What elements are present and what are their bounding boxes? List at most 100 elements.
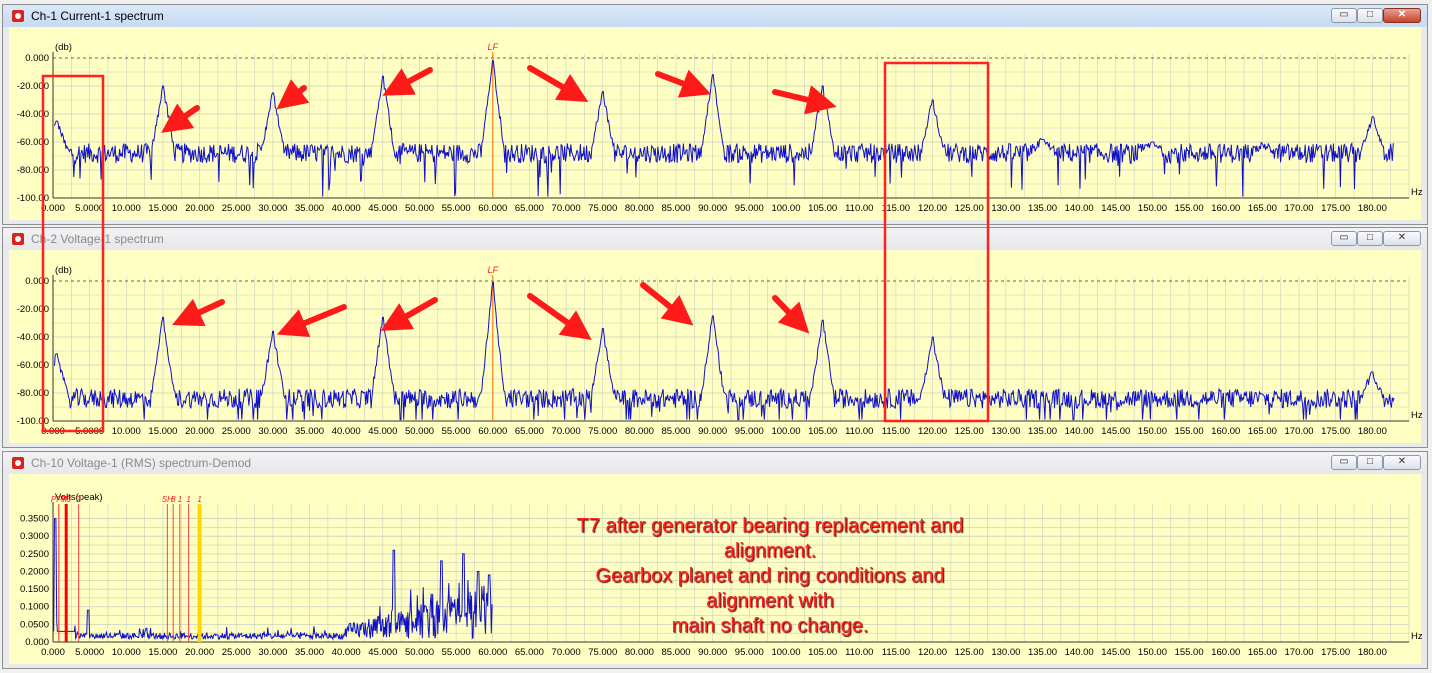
- close-button[interactable]: ✕: [1383, 231, 1421, 246]
- x-tick-label: 180.00: [1358, 203, 1387, 214]
- y-axis-label: Volts(peak): [55, 492, 103, 503]
- window-title: Ch-2 Voltage-1 spectrum: [31, 232, 164, 246]
- app-icon[interactable]: [12, 457, 24, 469]
- spectrum-trace: [54, 281, 1395, 421]
- x-tick-label: 175.00: [1321, 426, 1350, 437]
- x-tick-label: 145.00: [1101, 647, 1130, 658]
- close-button[interactable]: ✕: [1383, 455, 1421, 470]
- x-tick-label: 160.00: [1211, 647, 1240, 658]
- ch10-plot-area[interactable]: 0.3500 0.3000 0.2500 0.2000 0.1500 0.1000 0.05…: [9, 474, 1423, 666]
- y-tick-label: 0.000: [25, 53, 49, 64]
- x-tick-label: 130.00: [991, 647, 1020, 658]
- ch1-titlebar[interactable]: Ch-1 Current-1 spectrum ▭ □ ✕: [3, 5, 1427, 27]
- x-tick-label: 155.00: [1175, 426, 1204, 437]
- x-tick-label: 45.000: [368, 426, 397, 437]
- x-tick-label: 120.00: [918, 203, 947, 214]
- x-tick-label: 120.00: [918, 426, 947, 437]
- x-tick-label: 85.000: [661, 203, 690, 214]
- minimize-button[interactable]: ▭: [1331, 231, 1357, 246]
- spectrum-trace: [54, 60, 1394, 197]
- x-tick-label: 115.00: [882, 647, 910, 658]
- x-tick-label: 95.000: [735, 203, 764, 214]
- x-tick-label: 60.000: [478, 647, 507, 658]
- ch10-titlebar[interactable]: Ch-10 Voltage-1 (RMS) spectrum-Demod ▭ □…: [3, 452, 1427, 474]
- x-tick-label: 75.000: [588, 647, 617, 658]
- ch10-demod-chart[interactable]: 0.3500 0.3000 0.2500 0.2000 0.1500 0.1000 0.05…: [9, 474, 1423, 666]
- x-tick-label: 125.00: [955, 203, 984, 214]
- y-tick-label: -80.000: [17, 388, 49, 399]
- ch1-plot-area[interactable]: 0.000 -20.000 -40.000 -60.000 -80.000 -100.00…: [9, 27, 1423, 222]
- ch1-window[interactable]: Ch-1 Current-1 spectrum ▭ □ ✕ 0.000 -20.0…: [2, 4, 1428, 225]
- x-tick-label: 165.00: [1248, 426, 1277, 437]
- x-tick-label: 0.000: [41, 647, 65, 658]
- y-tick-label: -100.00: [17, 193, 49, 204]
- x-tick-label: 110.00: [845, 203, 873, 214]
- x-tick-label: 120.00: [918, 647, 947, 658]
- x-tick-label: 160.00: [1211, 426, 1240, 437]
- y-axis-label: (db): [55, 265, 72, 276]
- x-tick-label: 10.000: [112, 426, 141, 437]
- x-tick-label: 175.00: [1321, 203, 1350, 214]
- x-tick-label: 70.000: [552, 426, 581, 437]
- x-tick-label: 80.000: [625, 647, 654, 658]
- x-tick-label: 0.000: [41, 426, 65, 437]
- x-tick-label: 60.000: [478, 203, 507, 214]
- x-tick-label: 170.00: [1285, 426, 1314, 437]
- minimize-button[interactable]: ▭: [1331, 8, 1357, 23]
- x-tick-label: 135.00: [1028, 203, 1057, 214]
- x-tick-label: 135.00: [1028, 647, 1057, 658]
- x-tick-label: 130.00: [991, 203, 1020, 214]
- ch2-spectrum-chart[interactable]: 0.000 -20.000 -40.000 -60.000 -80.000 -100.00…: [9, 250, 1423, 445]
- x-tick-label: 110.00: [845, 647, 873, 658]
- x-tick-label: 130.00: [991, 426, 1020, 437]
- harmonic-marker-label: 2: [75, 495, 81, 504]
- close-button[interactable]: ✕: [1383, 8, 1421, 23]
- x-tick-label: 100.00: [771, 647, 800, 658]
- x-tick-label: 105.00: [808, 203, 837, 214]
- x-tick-label: 180.00: [1358, 426, 1387, 437]
- maximize-button[interactable]: □: [1357, 8, 1383, 23]
- x-tick-label: 100.00: [771, 426, 800, 437]
- ch2-plot-area[interactable]: 0.000 -20.000 -40.000 -60.000 -80.000 -100.00…: [9, 250, 1423, 445]
- ch1-spectrum-chart[interactable]: 0.000 -20.000 -40.000 -60.000 -80.000 -100.00…: [9, 27, 1423, 222]
- y-tick-label: -60.000: [17, 137, 49, 148]
- x-tick-label: 135.00: [1028, 426, 1057, 437]
- maximize-button[interactable]: □: [1357, 231, 1383, 246]
- y-tick-label: -100.00: [17, 416, 49, 427]
- x-tick-label: 90.000: [698, 426, 727, 437]
- y-tick-label: 0.000: [25, 637, 49, 648]
- x-tick-label: 75.000: [588, 426, 617, 437]
- x-tick-label: 5.0000: [75, 647, 104, 658]
- x-tick-label: 140.00: [1065, 647, 1094, 658]
- x-tick-label: 155.00: [1175, 647, 1204, 658]
- maximize-button[interactable]: □: [1357, 455, 1383, 470]
- x-tick-label: 45.000: [368, 203, 397, 214]
- x-tick-label: 20.000: [185, 426, 214, 437]
- ch10-window[interactable]: Ch-10 Voltage-1 (RMS) spectrum-Demod ▭ □…: [2, 451, 1428, 669]
- x-tick-label: 150.00: [1138, 426, 1167, 437]
- x-tick-label: 105.00: [808, 426, 837, 437]
- x-tick-label: 20.000: [185, 203, 214, 214]
- x-tick-label: 115.00: [882, 426, 910, 437]
- x-tick-label: 140.00: [1065, 203, 1094, 214]
- x-tick-label: 65.000: [515, 647, 544, 658]
- x-tick-label: 65.000: [515, 426, 544, 437]
- annotation-note: T7 after generator bearing replacement a…: [576, 515, 964, 637]
- app-icon[interactable]: [12, 10, 24, 22]
- x-tick-label: 75.000: [588, 203, 617, 214]
- x-tick-label: 165.00: [1248, 647, 1277, 658]
- harmonic-marker-label: SH: [162, 495, 173, 504]
- y-tick-label: -20.000: [17, 81, 49, 92]
- y-tick-label: -80.000: [17, 165, 49, 176]
- x-tick-label: 150.00: [1138, 647, 1167, 658]
- ch2-titlebar[interactable]: Ch-2 Voltage-1 spectrum ▭ □ ✕: [3, 228, 1427, 250]
- x-tick-label: 10.000: [112, 203, 141, 214]
- y-tick-label: 0.1500: [20, 584, 49, 595]
- y-tick-label: -40.000: [17, 332, 49, 343]
- x-tick-label: 35.000: [295, 203, 324, 214]
- app-icon[interactable]: [12, 233, 24, 245]
- x-tick-label: 5.0000: [75, 203, 104, 214]
- harmonic-marker-label: 1: [178, 495, 182, 504]
- minimize-button[interactable]: ▭: [1331, 455, 1357, 470]
- ch2-window[interactable]: Ch-2 Voltage-1 spectrum ▭ □ ✕ 0.000 -20.0…: [2, 227, 1428, 448]
